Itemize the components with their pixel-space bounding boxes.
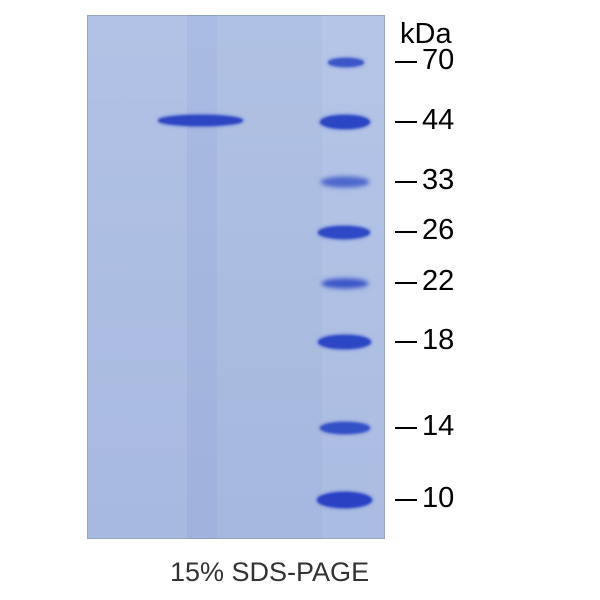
tick-33	[395, 181, 417, 183]
gel-figure-container: { "figure": { "type": "gel-electrophores…	[0, 0, 600, 600]
marker-label-10: 10	[422, 482, 454, 515]
ladder-band-22	[322, 279, 368, 288]
lane-shade	[187, 15, 217, 539]
ladder-band-18	[318, 335, 371, 349]
tick-14	[395, 427, 417, 429]
marker-label-22: 22	[422, 265, 454, 298]
marker-label-18: 18	[422, 324, 454, 357]
sample-band-0	[158, 115, 243, 126]
ladder-band-44	[320, 115, 370, 129]
ladder-band-26	[318, 226, 370, 239]
tick-70	[395, 61, 417, 63]
lane-shade	[87, 15, 187, 539]
marker-label-44: 44	[422, 104, 454, 137]
tick-10	[395, 499, 417, 501]
lane-shade	[322, 15, 385, 539]
marker-label-33: 33	[422, 164, 454, 197]
tick-44	[395, 121, 417, 123]
tick-26	[395, 231, 417, 233]
ladder-band-33	[321, 177, 369, 187]
ladder-band-70	[328, 58, 364, 67]
tick-22	[395, 282, 417, 284]
lane-shade	[217, 15, 322, 539]
tick-18	[395, 341, 417, 343]
marker-label-14: 14	[422, 410, 454, 443]
ladder-band-14	[320, 422, 370, 434]
marker-label-26: 26	[422, 214, 454, 247]
marker-label-70: 70	[422, 44, 454, 77]
gel-caption: 15% SDS-PAGE	[170, 557, 369, 588]
ladder-band-10	[317, 492, 372, 508]
